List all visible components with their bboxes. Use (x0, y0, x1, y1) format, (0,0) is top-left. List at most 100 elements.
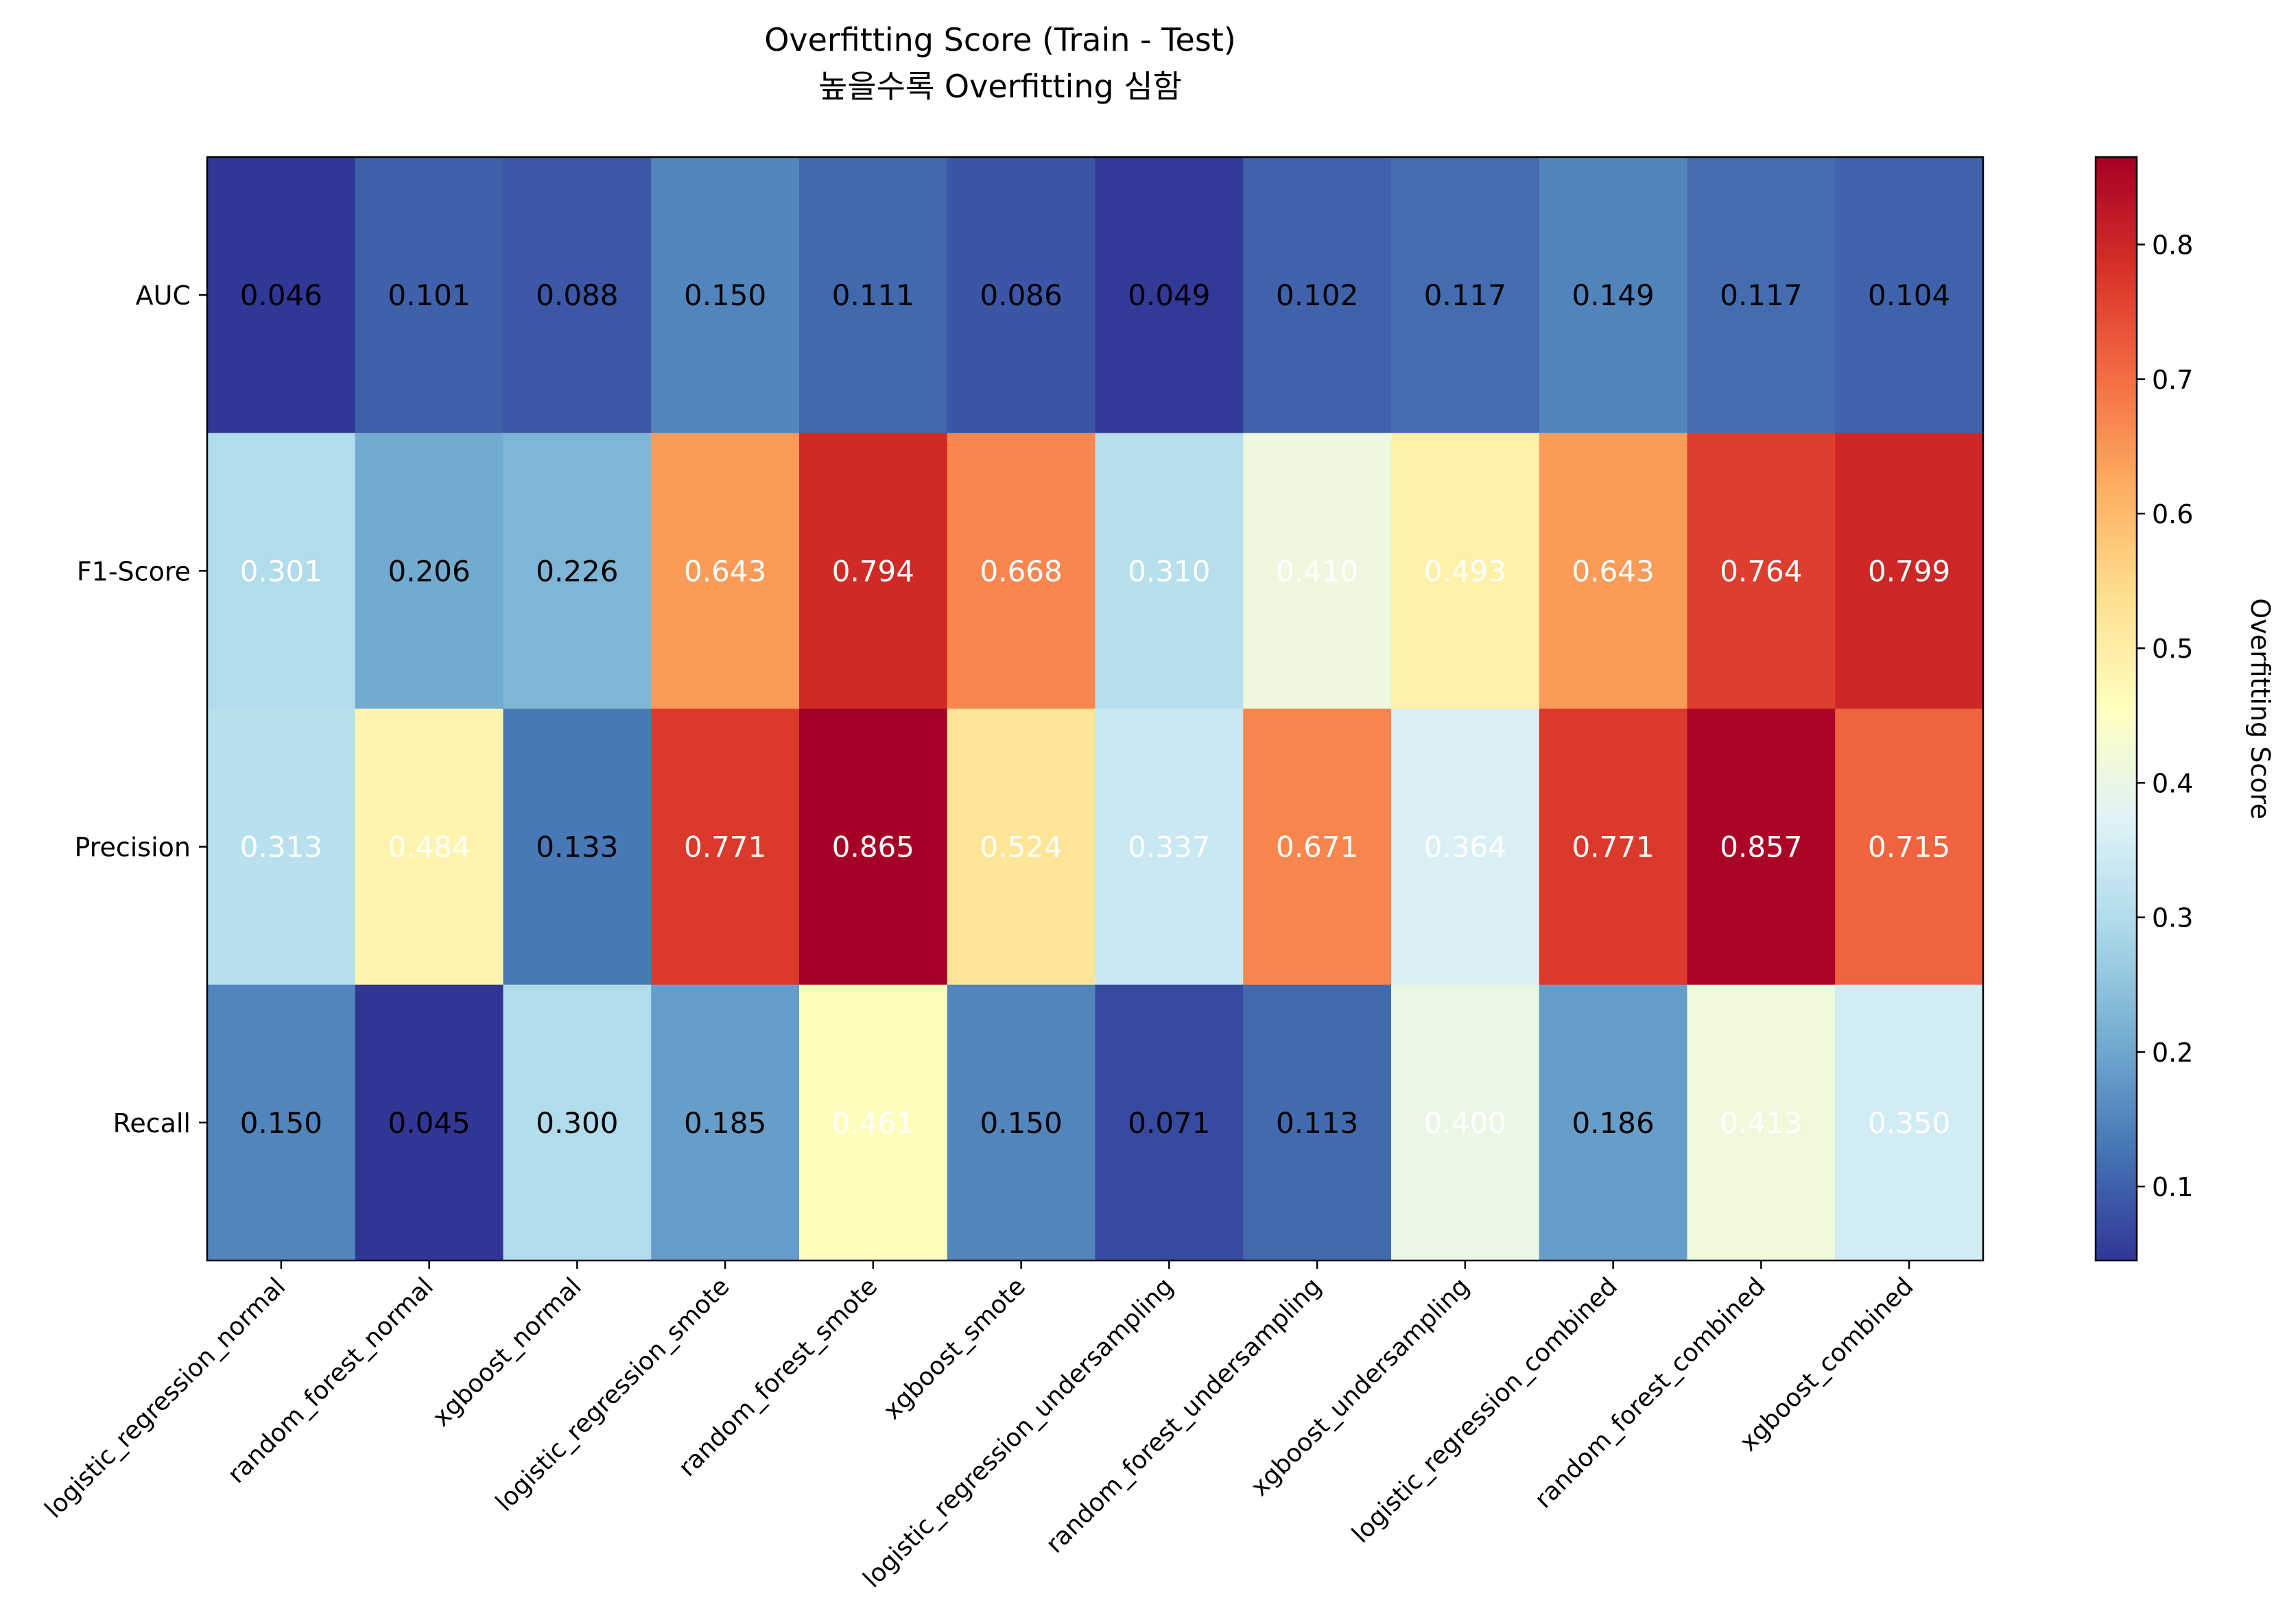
cell-value-label: 0.643 (684, 554, 766, 588)
heatmap-cell (1687, 708, 1836, 986)
cell-value-label: 0.186 (1572, 1106, 1655, 1140)
heatmap-cell (1835, 433, 1984, 710)
heatmap-cell (207, 984, 356, 1261)
cell-value-label: 0.226 (536, 554, 618, 588)
heatmap-cell (799, 708, 948, 986)
heatmap-cell (1391, 433, 1540, 710)
heatmap-cell (355, 708, 504, 986)
heatmap-cell (799, 984, 948, 1261)
heatmap-cell (503, 708, 652, 986)
heatmap-cell (207, 433, 356, 710)
cell-value-label: 0.150 (684, 278, 766, 312)
cell-value-label: 0.461 (832, 1106, 914, 1140)
cell-value-label: 0.643 (1572, 554, 1655, 588)
cell-value-label: 0.799 (1868, 554, 1950, 588)
heatmap-cell (1835, 157, 1984, 433)
colorbar-tick-label: 0.2 (2152, 1038, 2193, 1068)
cell-value-label: 0.671 (1276, 831, 1358, 864)
y-axis: AUC F1-Score Precision Recall (74, 280, 207, 1138)
colorbar-tick-label: 0.8 (2152, 230, 2193, 261)
heatmap-cell (1095, 157, 1244, 433)
cell-value-label: 0.493 (1424, 554, 1506, 588)
heatmap-cell (355, 433, 504, 710)
colorbar-tick-label: 0.6 (2152, 499, 2193, 529)
cell-value-label: 0.400 (1424, 1106, 1506, 1140)
heatmap-cell (651, 157, 800, 433)
heatmap-cell (503, 157, 652, 433)
colorbar-tick-label: 0.5 (2152, 634, 2193, 664)
cell-value-label: 0.101 (388, 278, 471, 312)
cell-value-label: 0.133 (536, 831, 618, 864)
heatmap-cell (1095, 708, 1244, 986)
cell-value-label: 0.086 (980, 278, 1063, 312)
chart-subtitle: 높을수록 Overfitting 심함 (818, 68, 1182, 105)
heatmap-cell (1835, 708, 1984, 986)
heatmap-cell (799, 157, 948, 433)
cell-value-label: 0.313 (240, 831, 322, 864)
heatmap-cell (799, 433, 948, 710)
cell-value-label: 0.206 (388, 554, 471, 588)
cell-value-label: 0.149 (1572, 278, 1655, 312)
cell-value-label: 0.771 (1572, 831, 1655, 864)
cell-value-label: 0.150 (980, 1106, 1063, 1140)
colorbar: 0.1 0.2 0.3 0.4 0.5 0.6 0.7 0.8 Overfitting Scor… (2094, 156, 2275, 1262)
heatmap-cell (1391, 984, 1540, 1261)
heatmap-cell (1539, 433, 1688, 710)
cell-value-label: 0.185 (684, 1106, 766, 1140)
heatmap-cell (503, 984, 652, 1261)
cell-value-label: 0.088 (536, 278, 618, 312)
heatmap-cell (1687, 433, 1836, 710)
heatmap-cell (1391, 157, 1540, 433)
cell-value-label: 0.301 (240, 554, 322, 588)
heatmap-cell (651, 984, 800, 1261)
colorbar-tick-label: 0.7 (2152, 365, 2193, 395)
heatmap-cell (1687, 984, 1836, 1261)
heatmap-cell (1687, 157, 1836, 433)
heatmap-cell (207, 708, 356, 986)
cell-value-label: 0.113 (1276, 1106, 1358, 1140)
colorbar-frame (2094, 156, 2138, 1262)
heatmap-cell (1539, 708, 1688, 986)
cell-value-label: 0.102 (1276, 278, 1358, 312)
heatmap-cell (1539, 157, 1688, 433)
heatmap-cell (1243, 708, 1392, 986)
cell-value-label: 0.337 (1128, 831, 1210, 864)
heatmap-cell (355, 157, 504, 433)
cell-value-label: 0.111 (832, 278, 914, 312)
cell-value-label: 0.300 (536, 1106, 618, 1140)
heatmap-cell (1243, 157, 1392, 433)
heatmap-cell (1095, 984, 1244, 1261)
y-tick-label: F1-Score (77, 556, 191, 586)
heatmap-cell (651, 433, 800, 710)
cell-value-label: 0.771 (684, 831, 766, 864)
heatmap-cell (355, 984, 504, 1261)
heatmap-cell (1095, 433, 1244, 710)
cell-value-label: 0.310 (1128, 554, 1210, 588)
cell-value-label: 0.046 (240, 278, 322, 312)
heatmap-cell (947, 433, 1096, 710)
heatmap-cell (947, 984, 1096, 1261)
cell-value-label: 0.045 (388, 1106, 471, 1140)
y-tick-label: AUC (136, 280, 191, 311)
heatmap-cell (1835, 984, 1984, 1261)
cell-value-label: 0.071 (1128, 1106, 1210, 1140)
cell-value-label: 0.857 (1720, 831, 1802, 864)
y-tick-label: Recall (113, 1108, 191, 1138)
heatmap-cell (207, 157, 356, 433)
colorbar-tick-label: 0.3 (2152, 903, 2193, 933)
cell-value-label: 0.049 (1128, 278, 1210, 312)
cell-value-label: 0.413 (1720, 1106, 1802, 1140)
cell-value-label: 0.410 (1276, 554, 1358, 588)
cell-value-label: 0.350 (1868, 1106, 1950, 1140)
cell-value-label: 0.794 (832, 554, 914, 588)
cell-value-label: 0.117 (1720, 278, 1802, 312)
cell-value-label: 0.668 (980, 554, 1063, 588)
heatmap-cell-labels: 0.046 0.101 0.088 0.150 0.111 0.086 0.049 0.102… (240, 278, 1951, 1140)
y-tick-label: Precision (74, 833, 191, 863)
heatmap-cell (1243, 433, 1392, 710)
heatmap-cell (1539, 984, 1688, 1261)
cell-value-label: 0.764 (1720, 554, 1802, 588)
plot-frame (206, 156, 1984, 1262)
colorbar-label: Overfitting Score (2245, 598, 2275, 819)
